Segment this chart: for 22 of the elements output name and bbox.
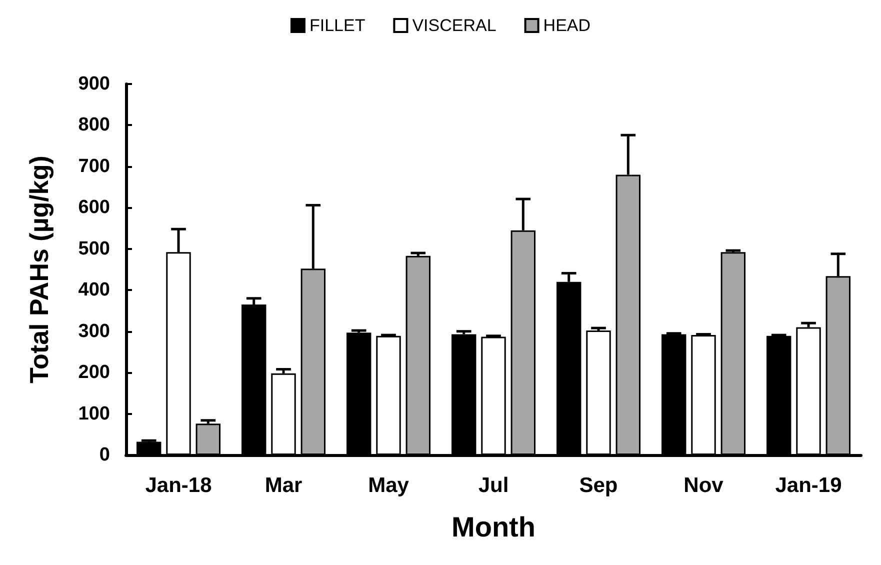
y-tick-label: 100 [78,403,110,424]
x-axis-title: Month [452,512,536,542]
x-tick-label: Jan-18 [145,474,212,497]
x-tick-label: Sep [579,474,618,497]
x-tick-label: Mar [264,474,302,497]
y-tick-label: 400 [78,280,110,301]
y-tick-label: 600 [78,197,110,218]
y-tick-label: 900 [78,74,110,94]
x-tick-label: May [368,474,410,497]
x-tick-label: Nov [684,474,724,497]
x-tick-label: Jan-19 [775,474,842,497]
y-axis-title: Total PAHs (µg/kg) [24,156,54,384]
y-tick-label: 800 [78,114,110,136]
legend-label: VISCERAL [412,16,496,35]
y-tick-label: 200 [78,362,110,384]
x-tick-label: Jul [478,474,509,497]
y-tick-label: 300 [78,320,110,342]
legend-label: FILLET [309,16,366,35]
y-tick-label: 500 [78,238,110,260]
y-tick-label: 0 [99,444,110,466]
y-tick-label: 700 [78,156,110,177]
legend-label: HEAD [543,16,591,35]
